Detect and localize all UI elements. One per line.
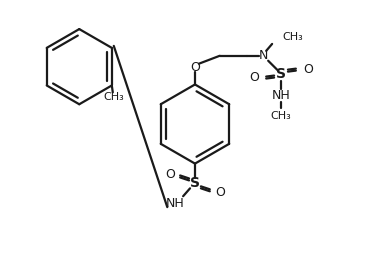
Text: NH: NH [166,197,185,210]
Text: N: N [259,49,268,62]
Text: O: O [303,63,313,76]
Text: S: S [276,67,286,81]
Text: CH₃: CH₃ [282,32,303,42]
Text: NH: NH [272,89,290,102]
Text: O: O [215,186,225,199]
Text: CH₃: CH₃ [103,92,124,102]
Text: O: O [190,61,200,74]
Text: O: O [165,168,175,181]
Text: O: O [249,71,259,84]
Text: S: S [190,176,200,190]
Text: CH₃: CH₃ [271,111,291,121]
